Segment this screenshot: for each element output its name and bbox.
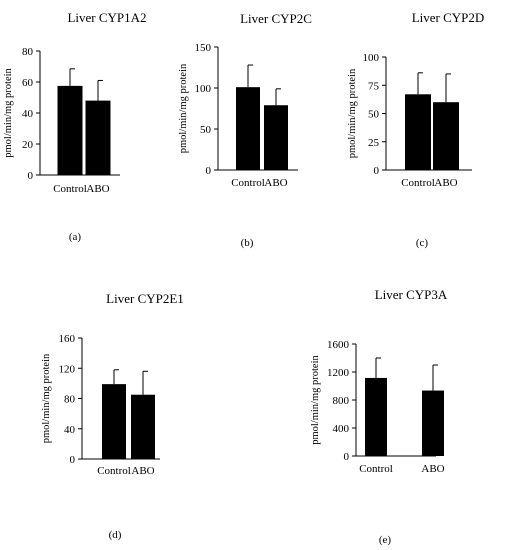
y-tick-label: 160 <box>59 333 76 345</box>
y-tick-label: 80 <box>22 46 34 58</box>
chart-panel-4: Liver CYP2E1 0 40 80 120 160 pmol/min/mg prote… <box>41 291 184 541</box>
bar-control <box>236 87 260 170</box>
y-axis-title: pmol/min/mg protein <box>3 67 14 157</box>
y-axis-title: pmol/min/mg protein <box>310 354 321 444</box>
x-category-label: Control <box>53 183 87 195</box>
y-axis-title: pmol/min/mg protein <box>41 353 52 443</box>
chart-panel-3: Liver CYP2D 0 25 50 75 100 pmol/min/mg protein… <box>347 10 484 249</box>
y-tick-label: 80 <box>64 394 76 406</box>
y-tick-label: 0 <box>206 165 212 177</box>
y-tick-label: 0 <box>28 170 34 182</box>
y-tick-label: 60 <box>22 77 34 89</box>
y-tick-label: 150 <box>195 42 212 54</box>
y-tick-label: 100 <box>363 52 380 64</box>
chart-panel-1: Liver CYP1A2 0 20 40 60 80 pmol/min/mg protein… <box>3 10 147 243</box>
y-tick-label: 0 <box>374 165 380 177</box>
y-tick-label: 20 <box>22 139 34 151</box>
x-category-label: ABO <box>434 177 457 189</box>
bar-abo <box>85 100 111 175</box>
chart-panel-5: Liver CYP3A 0 400 800 1200 1600 pmol/min/mg pr… <box>310 287 448 546</box>
y-tick-label: 40 <box>64 424 76 436</box>
chart-title: Liver CYP1A2 <box>67 10 146 25</box>
bar-abo <box>422 390 444 456</box>
y-tick-label: 800 <box>333 395 350 407</box>
bar-control <box>405 94 431 170</box>
y-tick-label: 100 <box>195 83 212 95</box>
chart-title: Liver CYP2C <box>240 11 312 26</box>
y-axis-title: pmol/min/mg protein <box>347 68 358 158</box>
x-category-label: Control <box>231 177 265 189</box>
x-category-label: Control <box>401 177 435 189</box>
bar-control <box>102 384 126 459</box>
panel-label: (c) <box>416 237 429 249</box>
y-tick-label: 25 <box>368 137 380 149</box>
bar-control <box>365 377 387 456</box>
y-axis-title: pmol/min/mg protein <box>178 63 189 153</box>
panel-label: (e) <box>379 534 392 546</box>
x-category-label: ABO <box>131 465 154 477</box>
panel-label: (b) <box>241 237 254 249</box>
y-tick-label: 40 <box>22 108 34 120</box>
x-category-label: Control <box>359 463 393 475</box>
bar-abo <box>131 394 155 459</box>
y-tick-label: 75 <box>368 80 380 92</box>
chart-panel-2: Liver CYP2C 0 50 100 150 pmol/min/mg protein C… <box>178 11 312 249</box>
x-category-label: ABO <box>86 183 109 195</box>
x-category-label: ABO <box>421 463 444 475</box>
y-tick-label: 1200 <box>327 367 350 379</box>
chart-title: Liver CYP3A <box>375 287 448 302</box>
y-tick-label: 0 <box>344 451 350 463</box>
panel-label: (a) <box>69 231 82 243</box>
y-tick-label: 1600 <box>327 339 350 351</box>
panel-label: (d) <box>109 529 122 541</box>
y-tick-label: 400 <box>333 423 350 435</box>
y-tick-label: 120 <box>59 363 76 375</box>
bar-abo <box>433 102 459 170</box>
y-tick-label: 50 <box>200 124 212 136</box>
y-tick-label: 50 <box>368 109 380 121</box>
x-category-label: Control <box>97 465 131 477</box>
bar-control <box>57 85 83 175</box>
bar-abo <box>264 105 288 170</box>
chart-title: Liver CYP2E1 <box>106 291 184 306</box>
y-tick-label: 0 <box>70 454 76 466</box>
x-category-label: ABO <box>264 177 287 189</box>
chart-title: Liver CYP2D <box>412 10 485 25</box>
